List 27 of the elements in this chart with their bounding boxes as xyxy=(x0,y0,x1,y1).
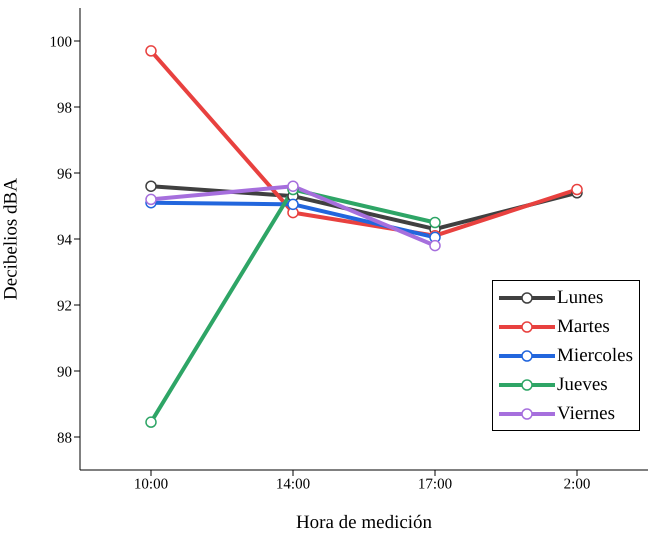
y-tick-label: 94 xyxy=(57,232,72,248)
legend-label: Jueves xyxy=(557,374,608,396)
point xyxy=(429,216,441,228)
y-tick-label: 88 xyxy=(57,430,72,446)
y-tick-label: 96 xyxy=(57,166,72,182)
legend-label: Miercoles xyxy=(557,344,633,366)
x-tick-label: 10:00 xyxy=(134,476,168,493)
point xyxy=(145,180,157,192)
point xyxy=(145,45,157,57)
x-axis-title: Hora de medición xyxy=(296,512,433,533)
y-axis-title: Decibelios dBA xyxy=(0,178,22,300)
point xyxy=(287,180,299,192)
point xyxy=(571,184,583,196)
point xyxy=(145,194,157,206)
legend-label: Viernes xyxy=(557,402,615,424)
y-tick-label: 98 xyxy=(57,100,72,116)
point xyxy=(287,198,299,210)
legend-label: Martes xyxy=(557,316,610,338)
x-tick-label: 17:00 xyxy=(418,476,452,493)
y-tick-label: 90 xyxy=(57,364,72,380)
point xyxy=(429,240,441,252)
legend-label: Lunes xyxy=(557,286,604,308)
y-tick-label: 92 xyxy=(57,298,72,314)
point xyxy=(145,416,157,428)
y-tick-label: 100 xyxy=(50,34,72,50)
x-tick-label: 2:00 xyxy=(564,476,590,493)
x-tick-label: 14:00 xyxy=(276,476,310,493)
